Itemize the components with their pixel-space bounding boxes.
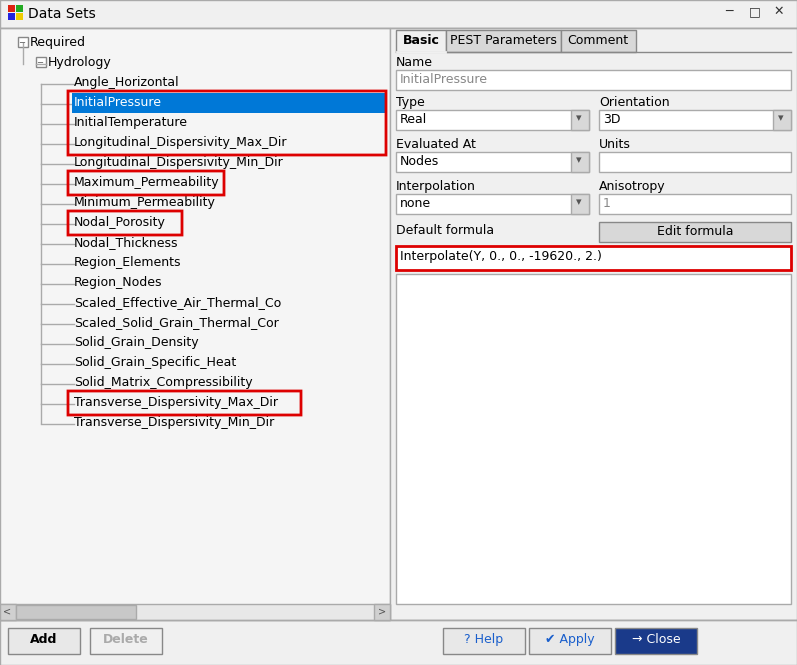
Text: InitialPressure: InitialPressure bbox=[400, 73, 488, 86]
Text: none: none bbox=[400, 197, 431, 210]
Text: 3D: 3D bbox=[603, 113, 621, 126]
Bar bbox=[72, 93, 386, 113]
Text: Add: Add bbox=[30, 633, 57, 646]
Bar bbox=[396, 110, 589, 130]
Text: □: □ bbox=[749, 5, 761, 18]
Text: Basic: Basic bbox=[402, 34, 439, 47]
Bar bbox=[396, 30, 446, 52]
Text: Anisotropy: Anisotropy bbox=[599, 180, 665, 193]
Text: Transverse_Dispersivity_Max_Dir: Transverse_Dispersivity_Max_Dir bbox=[74, 396, 278, 409]
Text: Region_Elements: Region_Elements bbox=[74, 256, 182, 269]
Bar bbox=[571, 194, 589, 214]
Bar bbox=[599, 110, 791, 130]
Bar bbox=[90, 628, 162, 654]
Text: Nodes: Nodes bbox=[400, 155, 439, 168]
Text: → Close: → Close bbox=[632, 633, 681, 646]
Bar bbox=[0, 604, 16, 620]
Text: Interpolate(Y, 0., 0., -19620., 2.): Interpolate(Y, 0., 0., -19620., 2.) bbox=[400, 250, 602, 263]
Text: InitialTemperature: InitialTemperature bbox=[74, 116, 188, 129]
Text: Hydrology: Hydrology bbox=[48, 56, 112, 69]
Text: ✔ Apply: ✔ Apply bbox=[545, 633, 595, 646]
Text: ▾: ▾ bbox=[576, 197, 582, 207]
Bar bbox=[615, 628, 697, 654]
Bar bbox=[36, 57, 46, 67]
Bar bbox=[571, 110, 589, 130]
Bar bbox=[0, 620, 797, 665]
Text: Minimum_Permeability: Minimum_Permeability bbox=[74, 196, 216, 209]
Text: Scaled_Effective_Air_Thermal_Co: Scaled_Effective_Air_Thermal_Co bbox=[74, 296, 281, 309]
Bar bbox=[529, 628, 611, 654]
Text: Scaled_Solid_Grain_Thermal_Cor: Scaled_Solid_Grain_Thermal_Cor bbox=[74, 316, 279, 329]
Text: ▾: ▾ bbox=[778, 113, 783, 123]
Text: ─: ─ bbox=[37, 57, 42, 66]
Bar bbox=[8, 628, 80, 654]
Text: >: > bbox=[378, 606, 386, 616]
Text: Nodal_Thickness: Nodal_Thickness bbox=[74, 236, 179, 249]
Bar bbox=[773, 110, 791, 130]
Text: Real: Real bbox=[400, 113, 427, 126]
Text: Default formula: Default formula bbox=[396, 224, 494, 237]
Text: <: < bbox=[3, 606, 11, 616]
Bar bbox=[571, 152, 589, 172]
Bar bbox=[396, 194, 589, 214]
Text: Required: Required bbox=[30, 36, 86, 49]
Text: InitialPressure: InitialPressure bbox=[74, 96, 162, 109]
Bar bbox=[16, 13, 23, 20]
Bar bbox=[396, 246, 791, 270]
Text: Longitudinal_Dispersivity_Min_Dir: Longitudinal_Dispersivity_Min_Dir bbox=[74, 156, 284, 169]
Bar bbox=[446, 30, 561, 52]
Text: Transverse_Dispersivity_Min_Dir: Transverse_Dispersivity_Min_Dir bbox=[74, 416, 274, 429]
Text: Edit formula: Edit formula bbox=[657, 225, 733, 238]
Text: Name: Name bbox=[396, 56, 433, 69]
Text: Nodal_Porosity: Nodal_Porosity bbox=[74, 216, 166, 229]
Bar bbox=[396, 274, 791, 604]
Bar bbox=[374, 604, 390, 620]
Bar bbox=[390, 28, 797, 620]
Bar bbox=[443, 628, 525, 654]
Bar bbox=[599, 152, 791, 172]
Bar bbox=[0, 0, 797, 28]
Bar bbox=[8, 5, 15, 12]
Text: Maximum_Permeability: Maximum_Permeability bbox=[74, 176, 220, 189]
Text: Delete: Delete bbox=[103, 633, 149, 646]
Bar bbox=[599, 194, 791, 214]
Text: Data Sets: Data Sets bbox=[28, 7, 96, 21]
Text: Units: Units bbox=[599, 138, 631, 151]
Bar bbox=[561, 30, 636, 52]
Text: ─: ─ bbox=[725, 5, 732, 18]
Text: Solid_Grain_Specific_Heat: Solid_Grain_Specific_Heat bbox=[74, 356, 236, 369]
Text: Solid_Grain_Density: Solid_Grain_Density bbox=[74, 336, 198, 349]
Bar bbox=[0, 28, 390, 620]
Text: Orientation: Orientation bbox=[599, 96, 669, 109]
Text: ─: ─ bbox=[19, 37, 24, 46]
Bar bbox=[8, 13, 15, 20]
Text: ? Help: ? Help bbox=[465, 633, 504, 646]
Text: Longitudinal_Dispersivity_Max_Dir: Longitudinal_Dispersivity_Max_Dir bbox=[74, 136, 288, 149]
Text: Region_Nodes: Region_Nodes bbox=[74, 276, 163, 289]
Bar bbox=[396, 70, 791, 90]
Text: PEST Parameters: PEST Parameters bbox=[450, 34, 556, 47]
Text: ✕: ✕ bbox=[773, 5, 783, 18]
Bar bbox=[396, 152, 589, 172]
Bar bbox=[599, 222, 791, 242]
Bar bbox=[18, 37, 28, 47]
Bar bbox=[16, 5, 23, 12]
Text: Type: Type bbox=[396, 96, 425, 109]
Text: 1: 1 bbox=[603, 197, 611, 210]
Text: Angle_Horizontal: Angle_Horizontal bbox=[74, 76, 179, 89]
Bar bbox=[0, 604, 390, 620]
Text: ▾: ▾ bbox=[576, 113, 582, 123]
Bar bbox=[16, 605, 136, 619]
Text: Comment: Comment bbox=[567, 34, 629, 47]
Text: Solid_Matrix_Compressibility: Solid_Matrix_Compressibility bbox=[74, 376, 253, 389]
Text: Evaluated At: Evaluated At bbox=[396, 138, 476, 151]
Text: Interpolation: Interpolation bbox=[396, 180, 476, 193]
Text: ▾: ▾ bbox=[576, 155, 582, 165]
